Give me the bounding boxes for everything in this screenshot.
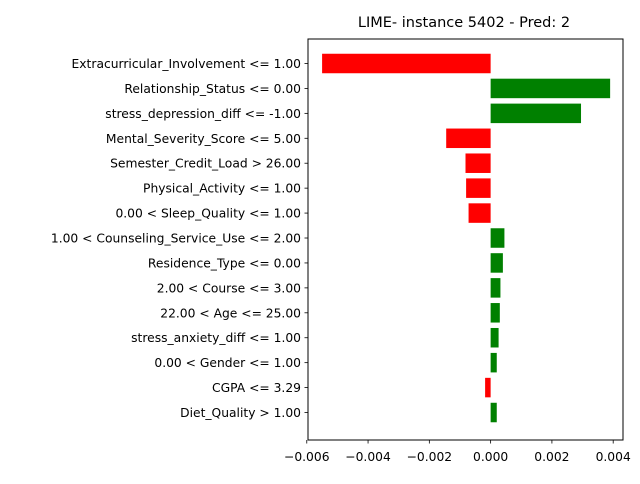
chart-title: LIME- instance 5402 - Pred: 2: [358, 15, 570, 31]
bar: [490, 352, 497, 373]
y-tick-label: Diet_Quality > 1.00: [180, 406, 301, 420]
bar: [466, 178, 491, 198]
bar: [468, 203, 491, 223]
y-tick-label: Physical_Activity <= 1.00: [143, 182, 301, 196]
bar: [490, 402, 497, 423]
y-tick-label: 2.00 < Course <= 3.00: [157, 281, 301, 295]
bar: [490, 103, 582, 124]
y-tick-label: Relationship_Status <= 0.00: [124, 82, 301, 96]
bar: [322, 53, 491, 74]
y-tick-label: Mental_Severity_Score <= 5.00: [106, 132, 301, 146]
x-tick-label: 0.000: [473, 450, 508, 464]
y-tick-label: stress_anxiety_diff <= 1.00: [131, 331, 301, 345]
bar: [490, 228, 505, 248]
x-tick-label: 0.002: [534, 450, 569, 464]
bar: [490, 78, 611, 99]
bars-layer: [322, 53, 611, 423]
bar: [490, 303, 500, 323]
y-tick-label: 1.00 < Counseling_Service_Use <= 2.00: [51, 232, 301, 246]
bar: [490, 278, 501, 298]
x-tick-label: 0.004: [596, 450, 631, 464]
bar: [490, 253, 503, 273]
bar: [465, 153, 491, 173]
x-axis-ticks: −0.006 −0.004 −0.002 0.000 0.002 0.004: [284, 440, 631, 464]
y-tick-label: stress_depression_diff <= -1.00: [105, 107, 301, 121]
x-tick-label: −0.006: [284, 450, 330, 464]
y-tick-label: CGPA <= 3.29: [212, 381, 301, 395]
bar: [485, 377, 491, 398]
y-tick-label: Extracurricular_Involvement <= 1.00: [72, 57, 301, 71]
x-tick-label: −0.004: [345, 450, 391, 464]
bar: [490, 327, 499, 348]
y-tick-labels: Extracurricular_Involvement <= 1.00 Relat…: [51, 57, 301, 420]
y-tick-label: Semester_Credit_Load > 26.00: [110, 157, 301, 171]
bar: [446, 128, 491, 149]
y-tick-label: 0.00 < Gender <= 1.00: [154, 356, 301, 370]
y-tick-marks: [304, 63, 308, 413]
y-tick-label: 0.00 < Sleep_Quality <= 1.00: [115, 207, 301, 221]
plot-frame: [307, 38, 624, 441]
x-tick-label: −0.002: [407, 450, 453, 464]
y-tick-label: 22.00 < Age <= 25.00: [160, 306, 301, 320]
y-tick-label: Residence_Type <= 0.00: [148, 256, 301, 270]
